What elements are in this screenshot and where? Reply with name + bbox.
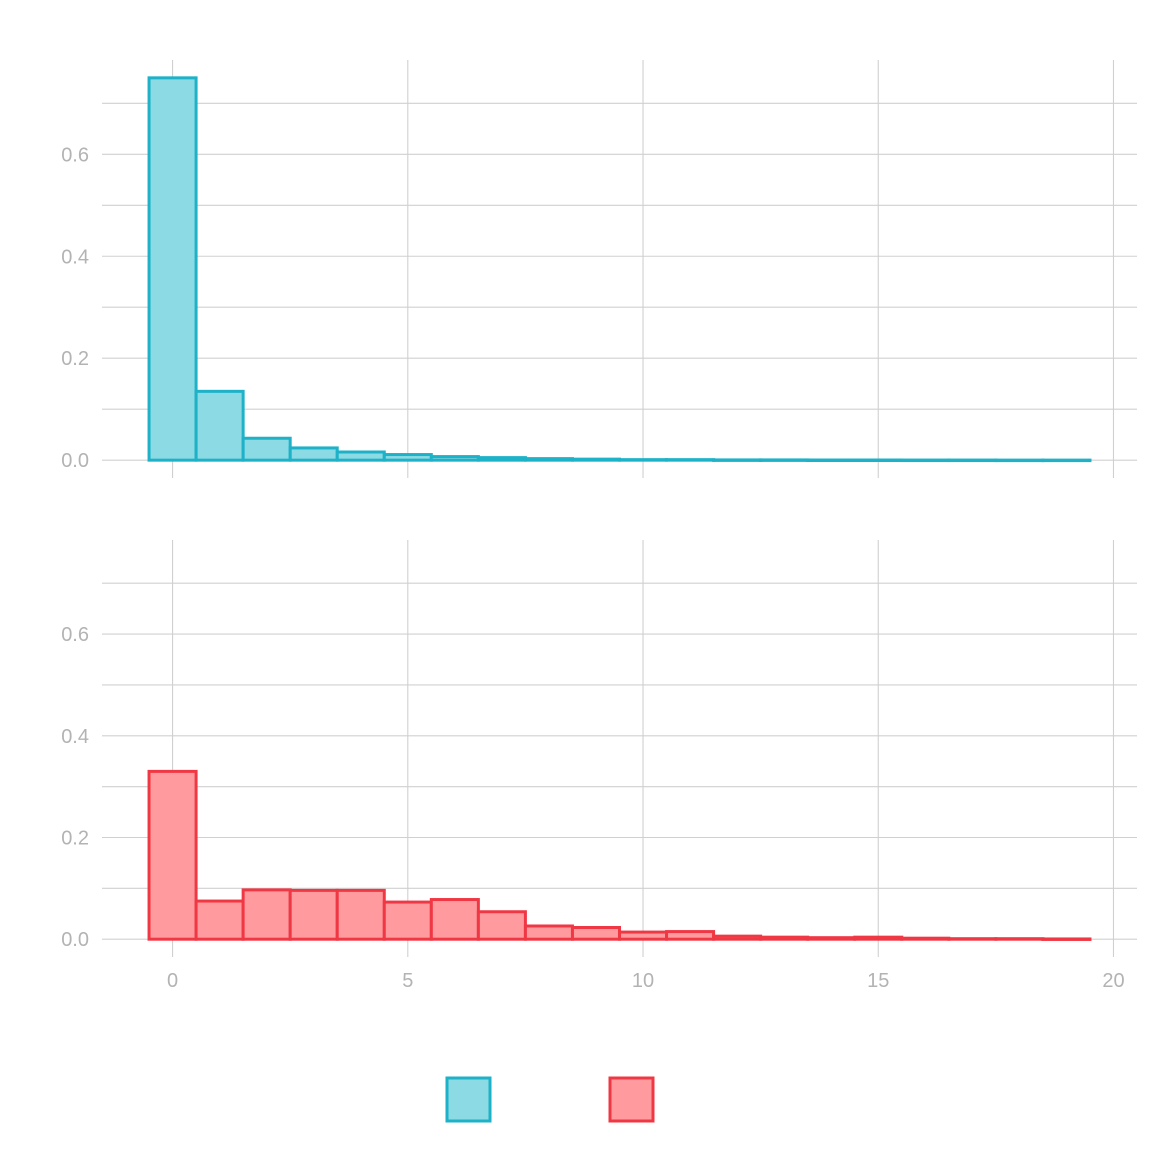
bottom-histogram-bar [853, 935, 904, 941]
x-tick-label: 20 [1102, 970, 1124, 992]
bottom-histogram-bar [1041, 937, 1092, 941]
top-histogram-bar [382, 453, 433, 462]
x-tick-label: 10 [632, 970, 654, 992]
legend-key [608, 1076, 655, 1123]
bottom-histogram-panel: 0.0 0.2 0.4 0.6 0 5 10 15 20 [61, 540, 1137, 992]
bottom-histogram-bar [900, 936, 951, 941]
bottom-histogram-bar [335, 888, 386, 941]
bottom-histogram-bar [618, 930, 669, 941]
top-histogram-bar [1041, 458, 1092, 463]
top-histogram-bar [429, 455, 480, 462]
y-tick-label: 0.4 [61, 246, 89, 268]
y-tick-label: 0.0 [61, 929, 89, 951]
y-tick-label: 0.4 [61, 726, 89, 748]
top-histogram-bar [476, 456, 527, 462]
top-histogram-bar [806, 458, 857, 463]
legend-key [445, 1076, 492, 1123]
bottom-histogram-bar [947, 937, 998, 941]
bottom-histogram-bar [523, 924, 574, 941]
top-histogram-bar [759, 458, 810, 462]
y-tick-label: 0.0 [61, 450, 89, 472]
x-tick-label: 5 [402, 970, 413, 992]
top-histogram-bar [618, 458, 669, 462]
bottom-histogram-bar [476, 910, 527, 941]
x-tick-label: 0 [167, 970, 178, 992]
top-histogram-bar [335, 450, 386, 462]
bottom-histogram-bar [712, 934, 763, 941]
bottom-histogram-bar [194, 899, 245, 941]
bottom-histogram-bar [429, 898, 480, 941]
x-tick-label: 15 [867, 970, 889, 992]
legend [445, 1076, 655, 1123]
bottom-histogram-bar [994, 937, 1045, 941]
top-histogram-bar [712, 458, 763, 462]
top-histogram-panel: 0.0 0.2 0.4 0.6 [61, 60, 1137, 478]
bottom-histogram-bar [147, 769, 198, 941]
y-tick-label: 0.6 [61, 624, 89, 646]
y-tick-label: 0.2 [61, 348, 89, 370]
top-histogram-bar [853, 458, 904, 463]
top-histogram-bar [900, 458, 951, 463]
top-histogram-bar [194, 389, 245, 462]
top-histogram-bar [947, 458, 998, 463]
bottom-histogram-bar [665, 930, 716, 941]
bottom-histogram-bar [759, 935, 810, 941]
y-tick-label: 0.6 [61, 144, 89, 166]
bottom-histogram-bar [288, 888, 339, 941]
bottom-histogram-bar [241, 888, 292, 941]
top-histogram-bar [241, 436, 292, 462]
top-histogram-bar [147, 76, 198, 462]
top-histogram-bar [523, 457, 574, 462]
bottom-histogram-bar [382, 900, 433, 941]
y-tick-label: 0.2 [61, 827, 89, 849]
bottom-histogram-bar [806, 936, 857, 941]
top-histogram-bar [665, 458, 716, 462]
top-histogram-bar [288, 446, 339, 462]
top-histogram-bar [570, 457, 621, 462]
top-histogram-bar [994, 458, 1045, 463]
bottom-histogram-bar [570, 926, 621, 941]
